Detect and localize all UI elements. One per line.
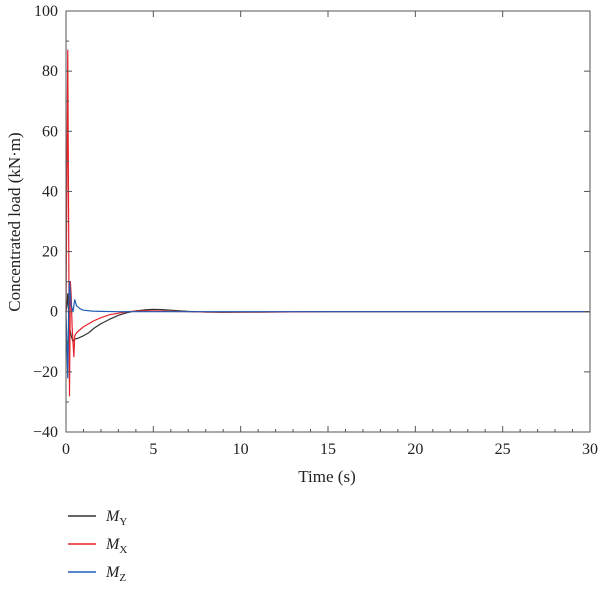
y-tick-label: 40 [42,183,58,200]
x-axis-title: Time (s) [298,467,355,486]
y-tick-label: 80 [42,63,58,80]
series-line-z [65,281,590,379]
x-tick-label: 30 [582,441,598,458]
legend-label: MY [105,508,127,528]
legend: MY MX MZ [68,508,127,584]
y-tick-label: −40 [33,424,58,441]
y-tick-label: 100 [34,3,58,20]
y-tick-label: −20 [33,364,58,381]
x-tick-label: 5 [149,441,157,458]
x-tick-label: 15 [320,441,336,458]
series-line-x [65,49,590,397]
legend-item-y: MY [68,508,127,528]
series-line-y [65,293,590,343]
y-tick-label: 20 [42,244,58,261]
y-tick-label: 60 [42,123,58,140]
legend-label: MX [105,536,127,556]
legend-label: MZ [105,564,126,584]
x-tick-label: 0 [62,441,70,458]
series-layer [65,49,590,397]
y-axis-title: Concentrated load (kN·m) [5,132,24,311]
x-tick-label: 20 [407,441,423,458]
plot-frame [65,10,591,433]
axes-layer: 0 5 10 15 20 25 30 −40 −20 0 20 40 60 80 100 [33,3,598,458]
legend-item-z: MZ [68,564,126,584]
legend-item-x: MX [68,536,127,556]
y-tick-label: 0 [50,304,58,321]
x-tick-label: 10 [233,441,249,458]
x-tick-label: 25 [495,441,511,458]
